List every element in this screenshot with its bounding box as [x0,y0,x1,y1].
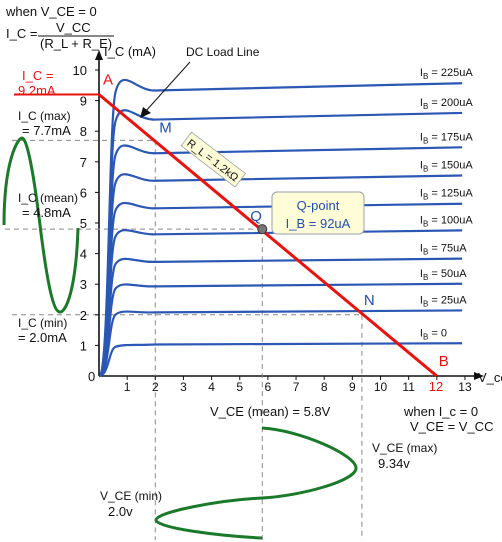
rl-label: R_L = 1.2kΩ [184,137,240,184]
dc-load-line-pointer-head [140,107,151,118]
point-label-b: B [439,353,449,370]
rl-label-box [180,131,247,188]
vce-min-label-1: V_CE (min) [100,489,162,503]
characteristic-curves [98,78,463,378]
y-axis-arrow [95,50,103,60]
vce-max-label-1: V_CE (max) [372,441,437,455]
y-tick-label: 5 [80,216,87,231]
y-tick-label: 10 [73,63,87,78]
point-label-q: Q [250,208,262,225]
point-label-n: N [364,292,375,309]
point-label-a: A [103,71,113,88]
ic-waveform [2,136,80,314]
formula-ic: I_C = [6,26,37,41]
ic-max-label-2: = 7.7mA [22,123,71,138]
ic-max-label-1: I_C (max) [18,109,71,123]
q-callout-title: Q-point [297,198,340,213]
vce-min-label-2: 2.0v [108,504,133,519]
q-callout-ib: I_B = 92uA [286,216,351,231]
b-tick-label: 12 [429,379,443,394]
ic-mean-label-2: = 4.8mA [22,205,71,220]
x-tick-label: 9 [349,380,356,394]
x-tick-label: 7 [293,380,300,394]
signal-waveforms [2,136,358,540]
ib-curve-label: IB = 50uA [420,268,467,282]
ib-curve [99,342,463,378]
ib-curve-label: IB = 75uA [420,243,467,257]
x-tick-label: 5 [236,380,243,394]
ib-curve [98,282,463,378]
formula-condition: when V_CE = 0 [5,4,97,19]
ic-mean-label-1: I_C (mean) [18,191,78,205]
guide-lines [5,93,363,540]
axes [98,56,478,377]
cutoff-label-1: when I_c = 0 [403,404,478,419]
ib-curve-label: IB = 125uA [420,188,473,202]
y-tick-label: 7 [80,155,87,170]
ib-curve-label: IB = 175uA [420,131,473,145]
x-tick-label: 3 [180,380,187,394]
dc-load-line-group [98,93,438,378]
dc-load-line-label: DC Load Line [186,45,260,59]
y-axis-title: I_C (mA) [104,44,156,59]
y-tick-label: 2 [80,308,87,323]
ib-curve-label: IB = 0 [420,327,447,341]
x-tick-label: 4 [208,380,215,394]
cutoff-label-2: V_CE = V_CC [410,419,493,434]
saturation-formula: when V_CE = 0 I_C = V_CC (R_L + R_E) [5,4,114,51]
vce-mean-label: V_CE (mean) = 5.8V [210,404,331,419]
x-tick-label: 8 [321,380,328,394]
y-tick-label: 8 [80,124,87,139]
ib-curve-labels: IB = 0 IB = 25uA IB = 50uA IB = 75uA IB = 10… [420,67,473,341]
y-tick-label: 4 [80,247,87,262]
q-point-marker [257,224,268,235]
formula-numerator: V_CC [56,20,91,35]
y-tick-label: 6 [80,185,87,200]
ic-min-label-2: = 2.0mA [18,330,67,345]
ib-curve-label: IB = 25uA [420,294,467,308]
x-tick-label: 6 [265,380,272,394]
y-tick-label: 3 [80,277,87,292]
point-label-m: M [159,119,172,136]
x-tick-label: 10 [374,380,388,394]
ib-curve [98,257,463,378]
ib-curve [98,229,463,378]
q-point-callout: Q-point I_B = 92uA [271,191,365,235]
dc-load-line [98,93,438,378]
vce-waveform [154,426,358,540]
y-tick-label: 9 [80,94,87,109]
x-tick-label: 11 [402,380,415,394]
ic-sat-label-2: 9.2mA [18,83,56,98]
x-tick-label: 1 [124,380,131,394]
ic-min-label-1: I_C (min) [18,316,67,330]
q-callout-box [271,191,365,235]
x-axis-title: V_ce [478,370,502,385]
ib-curve-label: IB = 200uA [420,97,473,111]
x-axis-arrow [474,372,484,380]
x-tick-label: 13 [458,380,472,394]
ic-sat-label-1: I_C = [22,68,53,83]
ib-curve [98,78,463,378]
x-tick-label: 2 [152,380,159,394]
origin-label: 0 [88,369,95,384]
ib-curve-label: IB = 150uA [420,160,473,174]
ib-curve-label: IB = 100uA [420,214,473,228]
formula-denominator: (R_L + R_E) [40,36,112,51]
vce-max-label-2: 9.34v [378,456,410,471]
ib-curve-label: IB = 225uA [420,67,473,81]
dc-load-line-pointer [144,61,191,113]
operating-points: A M Q N B [103,71,449,370]
y-tick-label: 1 [80,338,87,353]
